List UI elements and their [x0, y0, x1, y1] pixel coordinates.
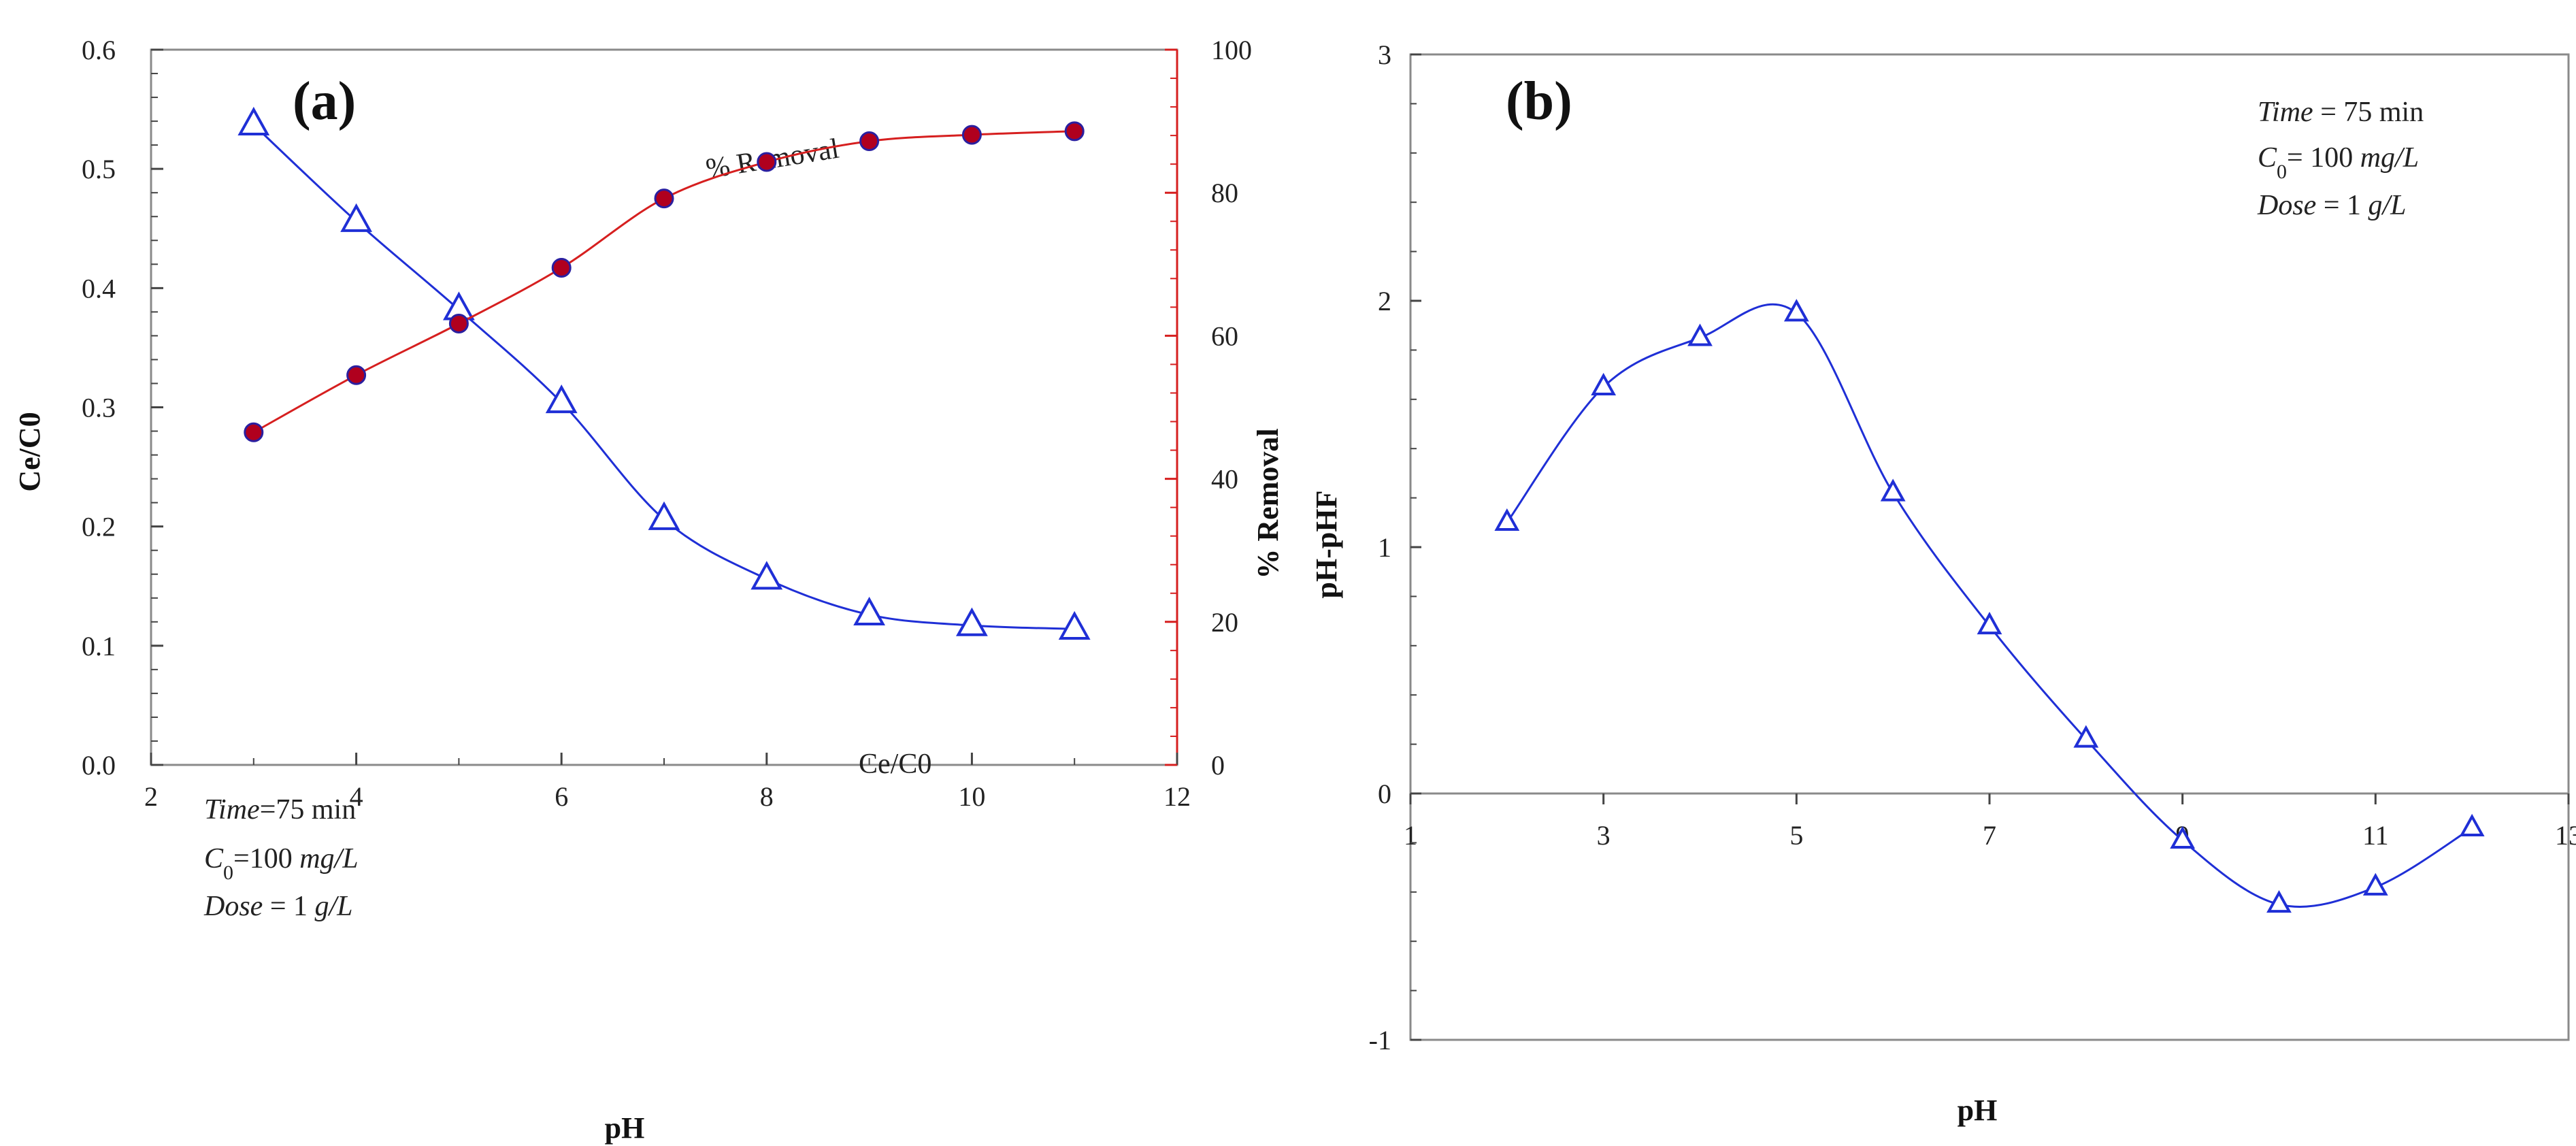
cond-sub: 0	[2277, 161, 2287, 183]
chart-a-plot-area	[150, 48, 1178, 766]
series-phpf-marker	[2073, 725, 2099, 748]
chart-b: (b) pH pH-pHF Time = 75 min C0= 100 mg/L…	[1310, 39, 2576, 1127]
y-tick-label: 0.3	[82, 393, 116, 423]
x-tick-label: 8	[760, 781, 774, 812]
chart-a-ylabel: Ce/C0	[13, 412, 46, 491]
cond-var: C	[204, 843, 224, 874]
series-removal-marker	[551, 258, 572, 278]
series-phpf-marker	[1687, 323, 1713, 346]
series-phpf-marker	[1880, 478, 1906, 502]
y-tick-label: 0.2	[82, 512, 116, 542]
chart-b-xlabel: pH	[1958, 1094, 1998, 1127]
y-tick-label: 0.0	[82, 750, 116, 781]
series-cec0-marker	[340, 203, 372, 232]
cond-unit: mg/L	[2360, 142, 2419, 174]
series-removal-marker	[961, 125, 982, 145]
chart-a: (a) pH Ce/C0 % Removal % Removal Ce/C0 T…	[13, 35, 1285, 1145]
series-phpf-marker	[2362, 872, 2388, 896]
x-tick-label: 13	[2555, 820, 2576, 851]
cond-sub: 0	[223, 862, 233, 884]
x-tick-label: 5	[1789, 820, 1803, 851]
chart-b-cond-time: Time = 75 min	[2258, 97, 2424, 128]
y2-tick-label: 40	[1211, 464, 1238, 495]
series-removal-marker	[859, 131, 880, 152]
y2-tick-label: 100	[1211, 35, 1252, 65]
chart-a-y2label: % Removal	[1251, 428, 1285, 578]
y-tick-label: 0.5	[82, 154, 116, 184]
series-cec0-marker	[545, 384, 578, 414]
series-cec0-line	[252, 124, 1075, 630]
y2-tick-label: 20	[1211, 607, 1238, 638]
y-tick-label: 0.1	[82, 631, 116, 661]
series-removal-marker	[448, 314, 469, 334]
x-tick-label: 6	[555, 781, 568, 812]
chart-a-cond-dose: Dose = 1 g/L	[203, 891, 353, 922]
x-tick-label: 2	[144, 781, 158, 812]
y-tick-label: 0	[1378, 779, 1391, 809]
y2-tick-label: 80	[1211, 178, 1238, 208]
x-tick-label: 4	[350, 781, 363, 812]
cond-var: Time	[2258, 97, 2313, 128]
cond-unit: mg/L	[299, 843, 358, 874]
x-tick-label: 3	[1597, 820, 1611, 851]
x-tick-label: 12	[1163, 781, 1191, 812]
cond-rest: = 1	[263, 891, 314, 922]
cond-var: Time	[204, 794, 260, 825]
cond-unit: g/L	[315, 891, 353, 922]
x-tick-label: 7	[1983, 820, 1996, 851]
chart-a-panel-label: (a)	[293, 71, 356, 131]
series-removal-marker	[1064, 121, 1085, 142]
series-removal-marker	[654, 189, 674, 209]
cond-var: Dose	[203, 891, 263, 922]
series-cec0-marker	[237, 106, 270, 136]
chart-a-cond-time: Time=75 min	[204, 794, 356, 825]
chart-a-xlabel: pH	[605, 1111, 645, 1145]
series-phpf-marker	[1977, 611, 2002, 635]
cond-rest: = 1	[2316, 190, 2368, 221]
cond-unit: g/L	[2368, 190, 2407, 221]
series-removal-line	[253, 130, 1075, 433]
series-cec0-marker	[1058, 610, 1091, 640]
chart-b-panel-label: (b)	[1506, 71, 1572, 131]
series-phpf-marker	[1591, 372, 1617, 395]
series-cec0-marker	[853, 596, 885, 625]
cond-var: Dose	[2257, 190, 2316, 221]
y2-tick-label: 60	[1211, 321, 1238, 351]
series-phpf-marker	[2459, 813, 2485, 836]
cond-var: C	[2258, 142, 2277, 174]
series-removal-marker	[346, 365, 367, 385]
cond-rest: =75 min	[260, 794, 357, 825]
series-phpf-line	[1506, 303, 2473, 908]
chart-a-cond-c0: C0=100 mg/L	[204, 843, 359, 884]
series-cec0-marker	[750, 561, 783, 590]
series-removal-marker	[757, 152, 777, 172]
y-tick-label: 0.6	[82, 35, 116, 65]
series-cec0-marker	[956, 607, 988, 636]
y-tick-label: 3	[1378, 39, 1391, 70]
chart-b-cond-c0: C0= 100 mg/L	[2258, 142, 2419, 183]
series-phpf-marker	[1494, 508, 1520, 531]
chart-b-ylabel: pH-pHF	[1310, 491, 1343, 599]
x-tick-label: 11	[2362, 820, 2389, 851]
y-tick-label: 0.4	[82, 273, 116, 304]
y-tick-label: 1	[1378, 532, 1391, 563]
x-tick-label: 10	[958, 781, 985, 812]
chart-a-cec0-annotation: Ce/C0	[859, 749, 931, 780]
series-phpf-marker	[2170, 825, 2196, 849]
series-phpf-marker	[2266, 890, 2292, 913]
cond-rest: =100	[233, 843, 299, 874]
series-cec0-marker	[648, 501, 680, 530]
y-tick-label: 2	[1378, 286, 1391, 316]
cond-rest: = 100	[2287, 142, 2360, 174]
y2-tick-label: 0	[1211, 750, 1225, 781]
series-phpf-marker	[1783, 299, 1809, 322]
x-tick-label: 1	[1404, 820, 1417, 851]
y-tick-label: -1	[1369, 1025, 1391, 1055]
cond-rest: = 75 min	[2313, 97, 2424, 128]
chart-b-cond-dose: Dose = 1 g/L	[2257, 190, 2407, 221]
series-removal-marker	[244, 422, 264, 442]
